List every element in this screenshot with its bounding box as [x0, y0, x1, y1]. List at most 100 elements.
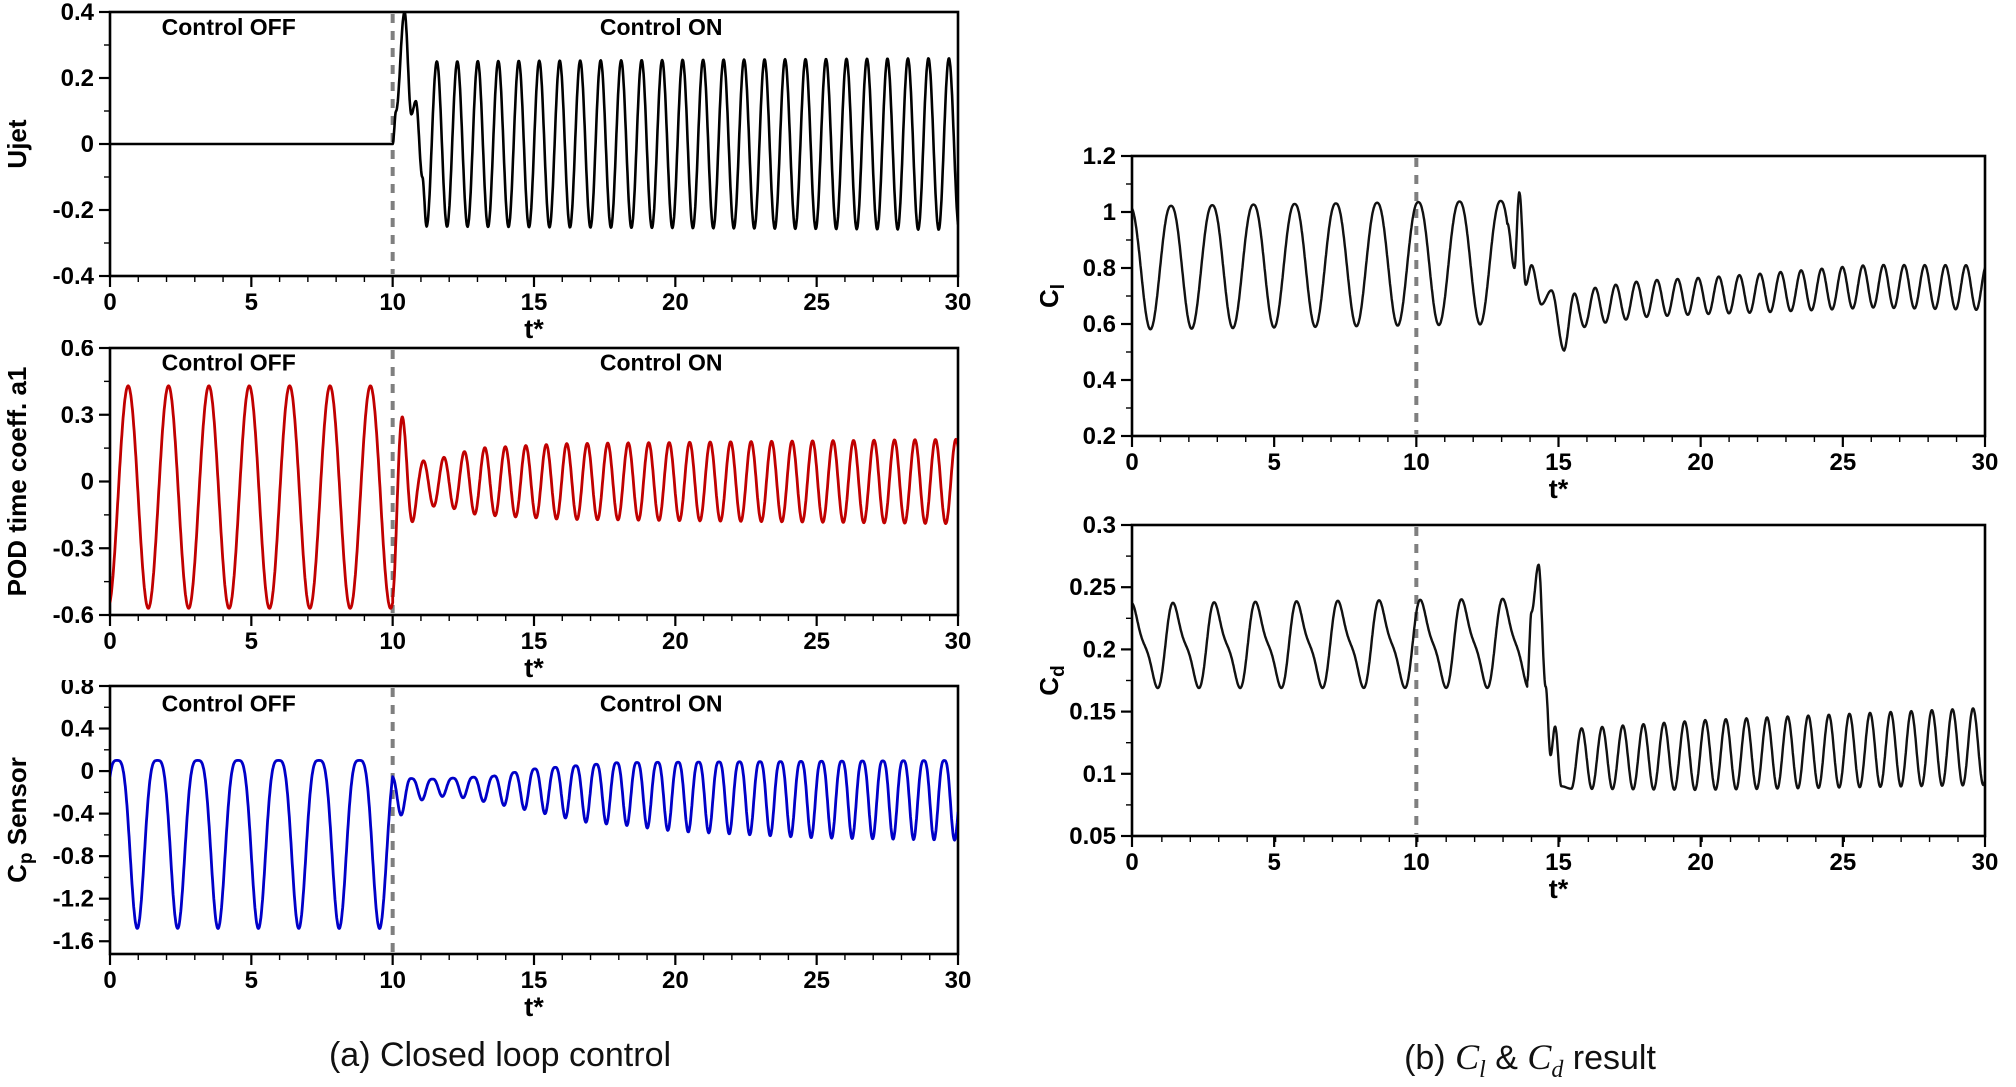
annotation-control-on: Control ON	[600, 349, 723, 375]
x-tick-label: 0	[103, 628, 116, 655]
y-tick-label: -0.4	[53, 801, 95, 828]
x-tick-label: 15	[521, 628, 548, 655]
a1-plot-svg: 0 5 10 15 20 25 30 -0.6 -0.3 0 0.3 0.6 Control OFF Co…	[2, 335, 972, 683]
x-tick-label: 25	[803, 967, 830, 994]
y-tick-label: -0.4	[53, 263, 95, 290]
y-tick-label: 0	[81, 131, 94, 158]
x-tick-label: 20	[662, 628, 689, 655]
series-line	[1133, 191, 1984, 352]
y-tick-label: 0.8	[1083, 255, 1116, 282]
cp-plot-svg: 0 5 10 15 20 25 30 -1.6 -1.2 -0.8 -0.4 0 0.4 0.8 Contr…	[2, 673, 972, 1022]
y-tick-label: 0.8	[61, 680, 94, 700]
x-tick-label: 30	[945, 289, 972, 316]
x-tick-label: 10	[1403, 449, 1430, 476]
x-tick-label: 10	[379, 628, 406, 655]
chart-cl: 0 5 10 15 20 25 30 0.2 0.4 0.6 0.8 1 1.2 t* Cl	[1034, 140, 2016, 504]
x-tick-label: 5	[245, 289, 258, 316]
caption-b: (b) Cl & Cd result	[1100, 1036, 1960, 1084]
x-tick-label: 0	[1125, 849, 1138, 876]
x-tick-label: 15	[1545, 449, 1572, 476]
y-tick-label: 1.2	[1083, 143, 1116, 170]
x-tick-label: 20	[662, 967, 689, 994]
x-tick-label: 5	[1267, 849, 1280, 876]
caption-b-cd-subscript: d	[1551, 1056, 1564, 1083]
x-tick-label: 20	[662, 289, 689, 316]
y-tick-label: 0.2	[1083, 423, 1116, 450]
series-line	[1133, 563, 1984, 792]
annotation-control-off: Control OFF	[162, 14, 296, 40]
cd-plot-svg: 0 5 10 15 20 25 30 0.05 0.1 0.15 0.2 0.25 0.3 t* Cd	[1034, 512, 1999, 904]
chart-ujet: 0 5 10 15 20 25 30 -0.4 -0.2 0 0.2 0.4 Control OFF Co…	[0, 0, 1005, 344]
y-tick-label: -0.8	[53, 843, 94, 870]
x-tick-label: 10	[1403, 849, 1430, 876]
caption-b-cl-subscript: l	[1479, 1056, 1486, 1083]
y-tick-label: 0.3	[61, 402, 94, 429]
x-axis-title: t*	[524, 992, 544, 1020]
x-tick-label: 15	[521, 289, 548, 316]
y-tick-label: 0.05	[1069, 823, 1116, 850]
x-tick-label: 0	[103, 967, 116, 994]
y-axis-title: POD time coeff. a1	[2, 367, 32, 597]
caption-b-prefix: (b)	[1404, 1039, 1456, 1077]
x-tick-label: 5	[245, 628, 258, 655]
x-axis-title: t*	[1549, 874, 1569, 904]
caption-b-cl-symbol: C	[1455, 1037, 1480, 1077]
caption-b-suffix: result	[1563, 1039, 1656, 1077]
x-axis-title: t*	[524, 314, 544, 340]
y-tick-label: -1.6	[53, 928, 94, 955]
y-axis-title: Cd	[1040, 665, 1069, 695]
x-tick-label: 0	[1125, 449, 1138, 476]
y-tick-label: 0.15	[1069, 699, 1116, 726]
x-tick-label: 20	[1687, 449, 1714, 476]
y-axis-title: Cp Sensor	[2, 757, 37, 883]
plot-frame	[108, 346, 960, 617]
x-axis-title: t*	[524, 653, 544, 680]
x-tick-label: 0	[103, 289, 116, 316]
y-tick-label: 0.25	[1069, 574, 1116, 601]
y-tick-label: -0.3	[53, 535, 94, 562]
x-tick-label: 5	[245, 967, 258, 994]
y-tick-label: 0.4	[61, 0, 95, 26]
series-line	[111, 13, 957, 231]
y-tick-label: 1	[1103, 199, 1116, 226]
x-tick-label: 10	[379, 289, 406, 316]
plot-frame	[108, 684, 960, 956]
annotation-control-off: Control OFF	[162, 691, 296, 717]
x-tick-label: 30	[945, 628, 972, 655]
plot-frame	[1130, 523, 1987, 838]
x-tick-label: 25	[803, 628, 830, 655]
y-tick-label: -0.2	[53, 197, 94, 224]
plot-frame	[108, 10, 960, 278]
chart-cd: 0 5 10 15 20 25 30 0.05 0.1 0.15 0.2 0.25 0.3 t* Cd	[1034, 505, 2016, 905]
annotation-control-on: Control ON	[600, 14, 723, 40]
x-tick-label: 10	[379, 967, 406, 994]
cl-plot-svg: 0 5 10 15 20 25 30 0.2 0.4 0.6 0.8 1 1.2 t* Cl	[1034, 143, 1998, 504]
series-line	[111, 384, 957, 610]
y-axis-title: Ujet	[2, 119, 32, 168]
chart-cp-sensor: 0 5 10 15 20 25 30 -1.6 -1.2 -0.8 -0.4 0 0.4 0.8 Contr…	[0, 673, 1005, 1022]
x-tick-label: 15	[521, 967, 548, 994]
y-tick-label: 0.4	[1083, 367, 1117, 394]
plot-frame	[1130, 154, 1987, 438]
y-tick-label: 0.1	[1083, 761, 1116, 788]
x-tick-label: 25	[803, 289, 830, 316]
x-tick-label: 5	[1267, 449, 1280, 476]
y-tick-label: 0.3	[1083, 512, 1116, 539]
y-tick-label: 0.6	[1083, 311, 1116, 338]
y-tick-label: 0.6	[61, 340, 94, 362]
caption-b-cd-symbol: C	[1527, 1037, 1552, 1077]
caption-a: (a) Closed loop control	[60, 1036, 940, 1075]
x-tick-label: 25	[1829, 849, 1856, 876]
y-tick-label: 0	[81, 469, 94, 496]
x-axis-title: t*	[1549, 474, 1569, 500]
annotation-control-off: Control OFF	[162, 349, 296, 375]
y-tick-label: -1.2	[53, 886, 94, 913]
y-tick-label: 0	[81, 758, 94, 785]
x-tick-label: 20	[1687, 849, 1714, 876]
y-tick-label: 0.4	[61, 716, 95, 743]
y-tick-label: -0.6	[53, 602, 94, 629]
x-tick-label: 30	[945, 967, 972, 994]
x-tick-label: 30	[1972, 849, 1999, 876]
y-tick-label: 0.2	[61, 65, 94, 92]
y-axis-title: Cl	[1040, 284, 1069, 308]
